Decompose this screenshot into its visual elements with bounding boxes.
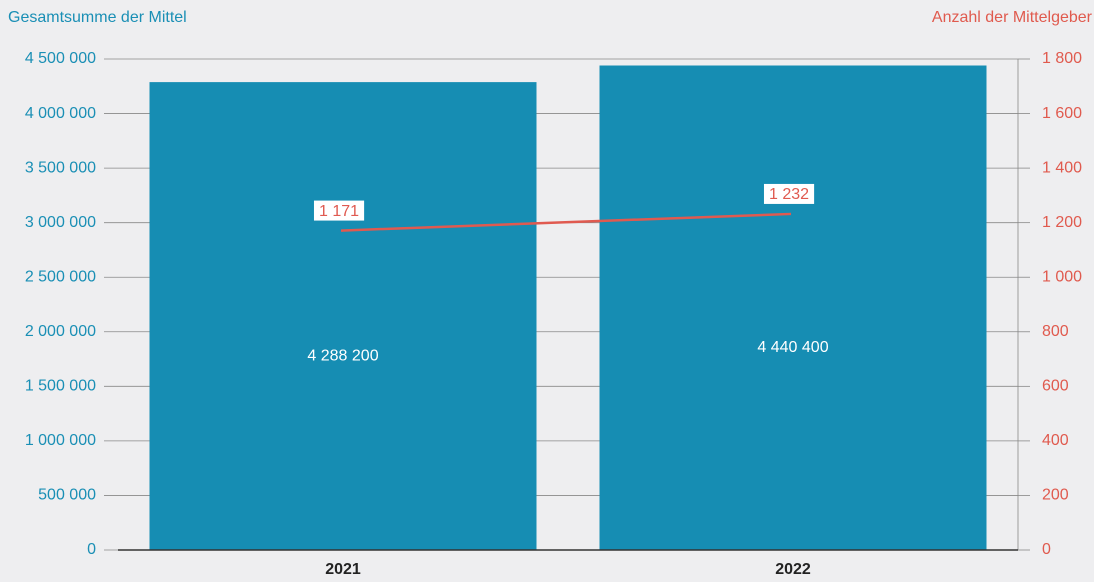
y2-tick-label: 800 [1042, 323, 1069, 340]
y2-tick-label: 1 400 [1042, 159, 1082, 176]
y-tick-label: 1 500 000 [25, 378, 96, 395]
line-value-label: 1 171 [319, 203, 359, 220]
y-tick-label: 3 000 000 [25, 214, 96, 231]
line [340, 212, 792, 232]
y2-tick-label: 600 [1042, 378, 1069, 395]
bar-value-label: 4 288 200 [307, 347, 378, 364]
y2-tick-label: 0 [1042, 541, 1051, 558]
y-tick-label: 2 500 000 [25, 268, 96, 285]
value-label-box [763, 183, 815, 204]
y2-axis-title: Anzahl der Mittelgeber [932, 9, 1093, 26]
y2-tick-label: 400 [1042, 432, 1069, 449]
value-label-box [313, 200, 365, 221]
y-tick-label: 2 000 000 [25, 323, 96, 340]
bar [149, 82, 537, 550]
y2-tick-label: 1 200 [1042, 214, 1082, 231]
y-tick-label: 4 500 000 [25, 50, 96, 67]
x-tick-label: 2021 [325, 561, 361, 578]
y2-tick-label: 1 000 [1042, 268, 1082, 285]
y-axis-title: Gesamtsumme der Mittel [8, 9, 187, 26]
y-tick-label: 4 000 000 [25, 105, 96, 122]
y-tick-label: 3 500 000 [25, 159, 96, 176]
y2-tick-label: 1 800 [1042, 50, 1082, 67]
bar [599, 65, 987, 550]
y-tick-label: 0 [87, 541, 96, 558]
y-tick-label: 1 000 000 [25, 432, 96, 449]
bar-value-label: 4 440 400 [757, 339, 828, 356]
x-tick-label: 2022 [775, 561, 811, 578]
y2-tick-label: 200 [1042, 487, 1069, 504]
y2-tick-label: 1 600 [1042, 105, 1082, 122]
line-value-label: 1 232 [769, 186, 809, 203]
y-tick-label: 500 000 [38, 487, 96, 504]
